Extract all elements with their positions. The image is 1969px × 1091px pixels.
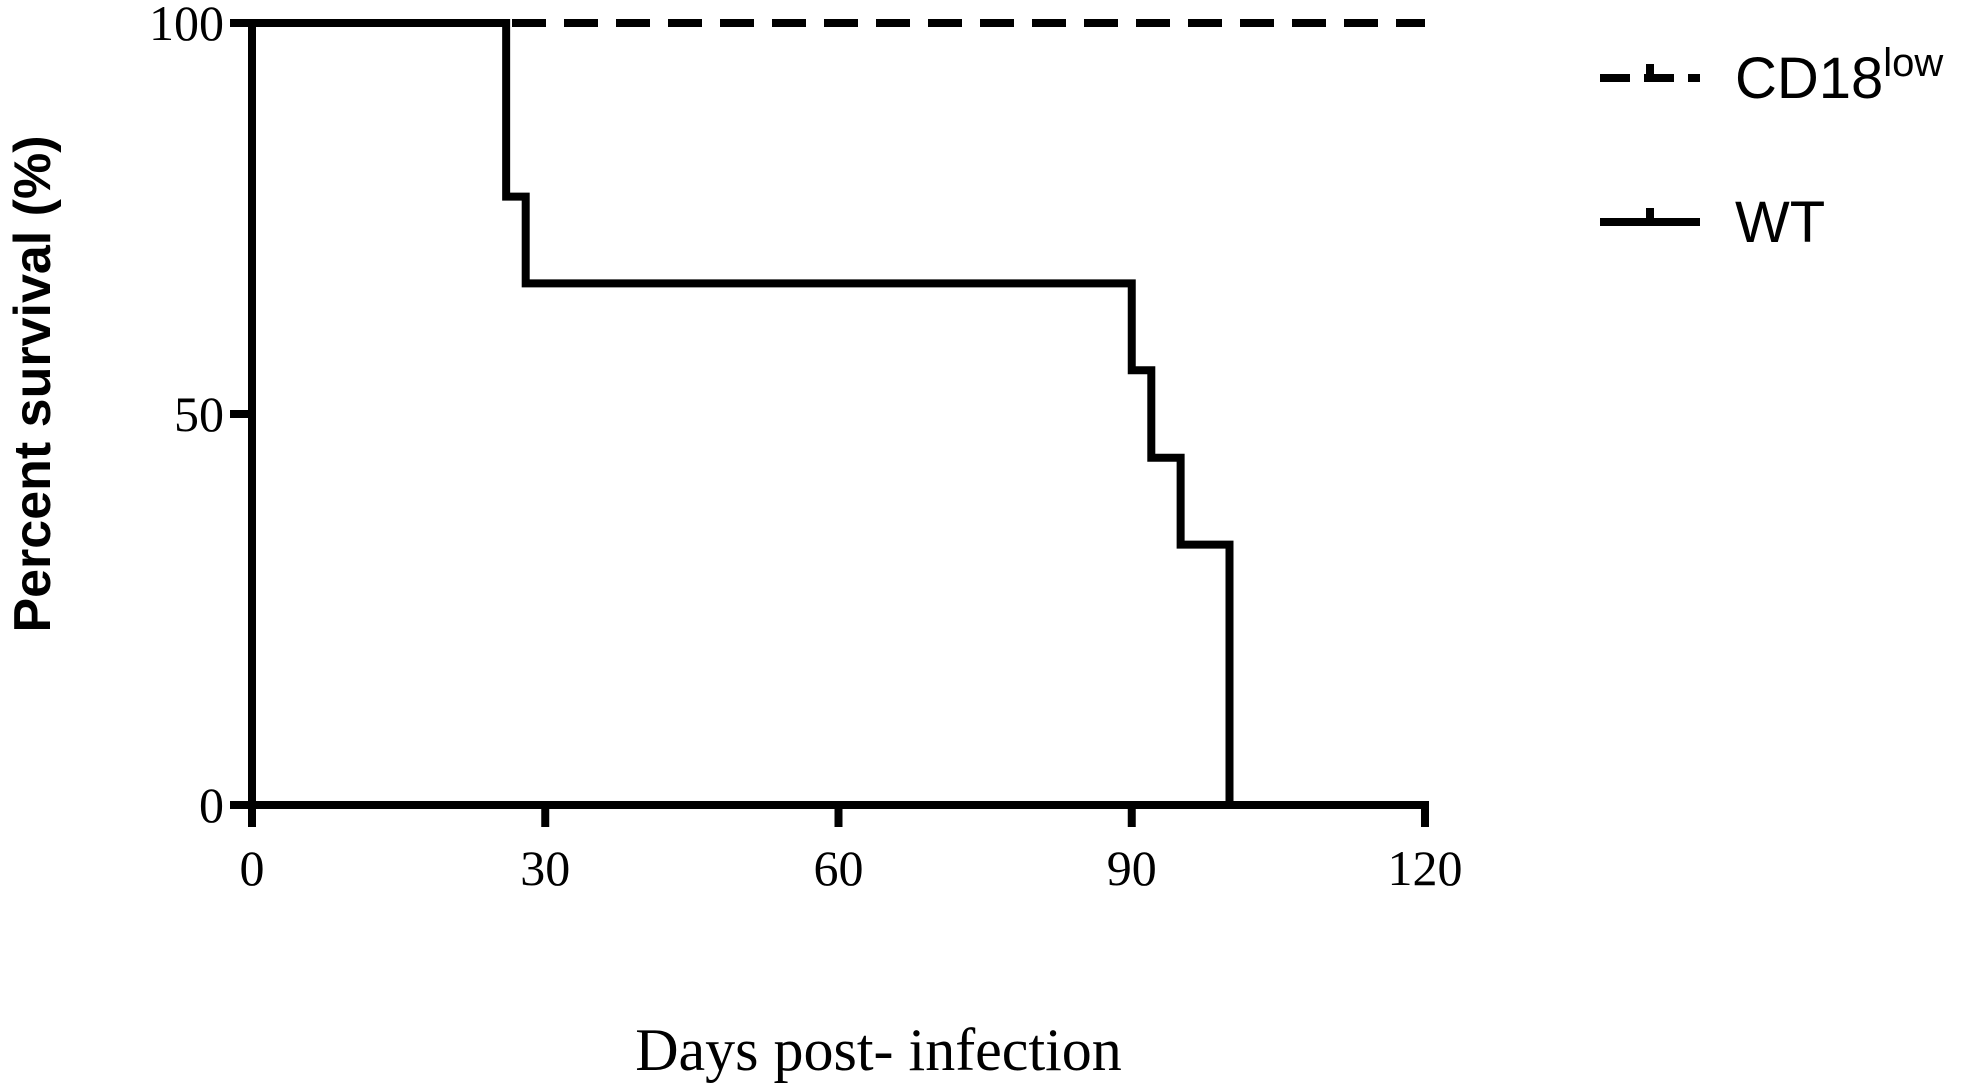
legend-label-cd18: CD18low [1735, 41, 1943, 111]
y-tick-label: 0 [199, 777, 224, 833]
x-tick-label: 90 [1107, 840, 1157, 896]
series-line-wt [252, 19, 1234, 805]
legend: CD18low WT [1600, 41, 1943, 255]
y-tick-label: 100 [149, 0, 224, 51]
y-tick-label: 50 [174, 386, 224, 442]
x-tick-label: 60 [814, 840, 864, 896]
legend-label-wt: WT [1735, 190, 1825, 255]
legend-label-superscript: low [1883, 41, 1943, 85]
x-axis-label: Days post- infection [635, 1017, 1122, 1083]
x-tick-label: 120 [1388, 840, 1463, 896]
x-tick-label: 30 [520, 840, 570, 896]
x-tick-label: 0 [240, 840, 265, 896]
plot-area [252, 19, 1425, 805]
y-axis-label: Percent survival (%) [4, 135, 62, 632]
axes: 0 30 60 90 120 0 50 100 [149, 0, 1463, 896]
